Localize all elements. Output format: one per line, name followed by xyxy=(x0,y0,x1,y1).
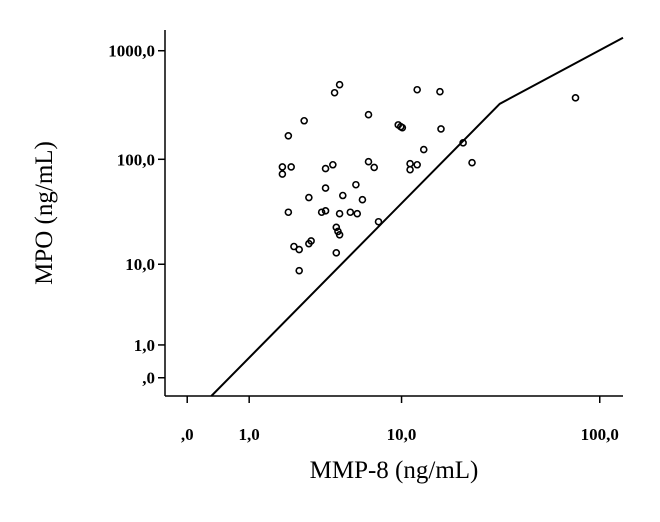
y-tick-label: 1000,0 xyxy=(108,42,155,61)
point xyxy=(300,116,308,125)
point xyxy=(321,164,330,173)
point xyxy=(305,193,313,202)
point xyxy=(352,180,360,189)
point xyxy=(370,163,378,172)
point xyxy=(338,191,347,200)
point xyxy=(295,245,303,254)
x-axis-title: MMP-8 (ng/mL) xyxy=(310,457,479,484)
point xyxy=(330,88,339,97)
point xyxy=(353,209,362,218)
point xyxy=(295,266,303,275)
line xyxy=(210,36,624,397)
y-tick-label: 10,0 xyxy=(125,255,155,274)
point xyxy=(307,237,315,245)
y-axis-title: MPO (ng/mL) xyxy=(31,141,58,285)
y-tick-label: ,0 xyxy=(142,369,155,388)
point xyxy=(364,157,373,166)
point xyxy=(374,217,383,226)
y-tick-label: 1,0 xyxy=(134,336,155,355)
x-tick-label: 1,0 xyxy=(239,425,260,444)
y-tick-label: 100,0 xyxy=(117,150,155,169)
point xyxy=(284,208,293,217)
point xyxy=(413,85,421,94)
point xyxy=(278,163,287,171)
point xyxy=(321,184,330,192)
point xyxy=(335,230,344,239)
point xyxy=(335,80,344,89)
point xyxy=(284,131,293,140)
point xyxy=(436,87,444,96)
point xyxy=(287,163,295,171)
point xyxy=(468,158,476,167)
point xyxy=(364,110,373,119)
point xyxy=(317,208,326,217)
point xyxy=(332,249,341,257)
point xyxy=(413,160,421,169)
point xyxy=(321,207,330,215)
x-tick-label: 100,0 xyxy=(581,425,619,444)
point xyxy=(278,170,287,178)
point xyxy=(346,208,355,217)
point xyxy=(329,160,337,169)
point xyxy=(419,145,428,154)
point xyxy=(406,165,414,174)
point xyxy=(332,223,341,232)
point xyxy=(335,209,344,218)
point xyxy=(358,195,367,204)
point xyxy=(396,122,405,131)
x-tick-label: ,0 xyxy=(181,425,194,444)
point xyxy=(437,125,445,133)
point xyxy=(571,94,580,102)
point xyxy=(406,159,414,168)
x-tick-label: 10,0 xyxy=(387,425,417,444)
